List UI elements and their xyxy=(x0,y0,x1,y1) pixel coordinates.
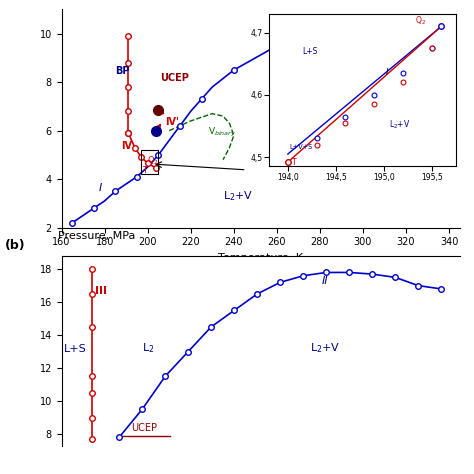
Text: Q$_2$: Q$_2$ xyxy=(146,155,158,167)
Text: L$_2$: L$_2$ xyxy=(142,342,155,356)
Text: T: T xyxy=(142,166,146,175)
Text: L$_2$+V: L$_2$+V xyxy=(310,342,341,356)
Text: IV: IV xyxy=(121,141,132,151)
Text: UCEP: UCEP xyxy=(161,73,190,83)
Text: UCEP: UCEP xyxy=(131,423,157,433)
Text: L+S: L+S xyxy=(64,344,87,354)
Text: (b): (b) xyxy=(5,239,26,252)
Text: BP: BP xyxy=(116,66,130,76)
Text: L$_2$+V: L$_2$+V xyxy=(223,190,254,203)
X-axis label: Temperature, K: Temperature, K xyxy=(218,253,303,263)
Text: I: I xyxy=(98,183,101,193)
Text: IV': IV' xyxy=(165,117,179,127)
Text: V$_{binary}$: V$_{binary}$ xyxy=(208,126,236,139)
Text: Pressure, MPa: Pressure, MPa xyxy=(58,231,135,241)
Text: II: II xyxy=(322,276,328,286)
Text: III: III xyxy=(95,286,107,296)
